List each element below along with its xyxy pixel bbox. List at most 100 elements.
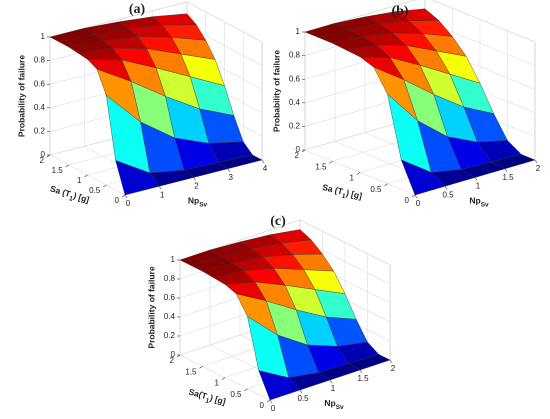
z-tick-label: 0.8 bbox=[34, 56, 46, 65]
x-tick bbox=[474, 177, 478, 181]
y-tick-label: 0.5 bbox=[230, 390, 242, 399]
panel-label: (b) bbox=[391, 4, 408, 19]
x-tick bbox=[159, 186, 162, 190]
panel-label: (a) bbox=[129, 2, 146, 17]
x-tick bbox=[389, 359, 393, 364]
y-tick bbox=[244, 388, 248, 391]
y-tick bbox=[199, 366, 203, 369]
x-tick bbox=[299, 389, 303, 394]
y-tick-label: 1.5 bbox=[185, 367, 197, 376]
x-axis-label: NpSv bbox=[469, 196, 489, 209]
x-tick-label: 2 bbox=[536, 164, 541, 173]
surface-patch bbox=[258, 370, 301, 401]
x-tick-label: 1 bbox=[476, 182, 481, 191]
x-tick bbox=[504, 168, 508, 172]
y-tick bbox=[46, 154, 51, 158]
x-axis-label-sub: Sv bbox=[336, 404, 344, 411]
z-tick-label: 0.6 bbox=[164, 293, 176, 302]
y-axis-label-sub: 1 bbox=[204, 398, 210, 406]
y-axis-label: Sa (T1) [g] bbox=[321, 182, 364, 204]
y-tick-label: 0 bbox=[260, 401, 265, 410]
y-tick-label: 0.5 bbox=[370, 185, 382, 194]
x-tick-label: 3 bbox=[229, 173, 234, 182]
x-tick-label: 0 bbox=[416, 199, 421, 208]
x-tick-label: 0 bbox=[271, 404, 276, 413]
surface-panel: 00.20.40.60.8100.511.5200.511.52Probabil… bbox=[146, 214, 396, 413]
y-tick bbox=[103, 184, 107, 188]
x-tick-label: 1 bbox=[160, 190, 165, 199]
y-tick bbox=[411, 194, 416, 198]
y-tick bbox=[176, 354, 181, 358]
x-axis-label-part: Np bbox=[324, 398, 335, 408]
y-axis-label-part: ) [g] bbox=[345, 188, 363, 201]
z-tick-label: 0 bbox=[41, 150, 46, 159]
x-tick bbox=[261, 159, 265, 164]
panel-label: (c) bbox=[270, 214, 286, 229]
z-tick-label: 0.6 bbox=[34, 79, 46, 88]
z-tick-label: 1 bbox=[171, 255, 176, 264]
y-tick-label: 1.5 bbox=[315, 162, 327, 171]
z-axis-label: Probability of failure bbox=[16, 55, 26, 137]
y-axis-label-part: ) [g] bbox=[209, 393, 227, 407]
y-tick-label: 0.5 bbox=[89, 186, 101, 195]
y-axis-label-part: ) [g] bbox=[72, 191, 90, 205]
x-tick bbox=[534, 159, 538, 164]
x-tick-label: 2 bbox=[391, 364, 396, 373]
x-axis-label: NpSv bbox=[188, 196, 208, 209]
y-tick bbox=[266, 399, 271, 403]
x-tick bbox=[227, 168, 230, 172]
surface-panel: 00.20.40.60.8100.511.5200.511.52Probabil… bbox=[271, 0, 541, 209]
x-axis-label-sub: Sv bbox=[199, 202, 207, 209]
x-tick bbox=[124, 194, 128, 199]
y-tick bbox=[65, 164, 69, 168]
y-axis-label-sub: 1 bbox=[68, 195, 74, 203]
y-tick bbox=[301, 149, 306, 153]
z-tick-label: 0.2 bbox=[164, 331, 176, 340]
x-tick-label: 0.5 bbox=[442, 190, 454, 199]
z-tick-label: 0.4 bbox=[164, 312, 176, 321]
y-tick bbox=[221, 377, 226, 380]
z-tick-label: 0.8 bbox=[289, 51, 301, 60]
x-tick bbox=[444, 186, 448, 190]
x-tick bbox=[269, 399, 273, 404]
x-tick-label: 1.5 bbox=[357, 374, 369, 383]
y-tick-label: 2 bbox=[170, 356, 175, 365]
z-tick-label: 0.2 bbox=[289, 122, 301, 131]
y-tick bbox=[84, 174, 88, 178]
y-axis-label-sub: 1 bbox=[341, 193, 347, 201]
x-tick bbox=[193, 177, 196, 181]
y-tick-label: 1 bbox=[350, 174, 355, 183]
x-axis-label-part: Np bbox=[188, 196, 199, 206]
y-tick-label: 0 bbox=[115, 196, 120, 205]
x-tick-label: 0 bbox=[126, 199, 131, 208]
y-tick-label: 1 bbox=[77, 176, 82, 185]
z-tick-label: 0.2 bbox=[34, 127, 46, 136]
z-tick-label: 1 bbox=[41, 32, 46, 41]
y-tick-label: 0 bbox=[405, 196, 410, 205]
x-axis-label-sub: Sv bbox=[481, 202, 489, 209]
y-tick-label: 1.5 bbox=[52, 166, 64, 175]
y-tick bbox=[121, 194, 126, 198]
z-axis-label: Probability of failure bbox=[271, 50, 281, 132]
z-tick-label: 0 bbox=[171, 350, 176, 359]
z-tick-label: 0.4 bbox=[289, 98, 301, 107]
y-tick bbox=[329, 161, 333, 164]
y-tick-label: 2 bbox=[40, 156, 45, 165]
x-tick bbox=[329, 379, 333, 384]
x-tick-label: 1 bbox=[331, 384, 336, 393]
y-tick-label: 1 bbox=[215, 379, 220, 388]
z-axis-label: Probability of failure bbox=[146, 266, 156, 348]
z-tick-label: 0.4 bbox=[34, 103, 46, 112]
y-axis-label-part: Sa (T bbox=[321, 182, 344, 197]
x-tick bbox=[359, 369, 363, 374]
y-tick bbox=[356, 172, 361, 175]
x-tick-label: 0.5 bbox=[297, 394, 309, 403]
x-tick-label: 2 bbox=[194, 182, 199, 191]
y-axis-label: Sa(T1) [g] bbox=[187, 387, 227, 410]
z-tick-label: 0 bbox=[296, 145, 301, 154]
z-tick-label: 0.8 bbox=[164, 274, 176, 283]
surface-patch bbox=[115, 160, 160, 196]
z-tick-label: 1 bbox=[296, 27, 301, 36]
y-tick-label: 2 bbox=[295, 151, 300, 160]
